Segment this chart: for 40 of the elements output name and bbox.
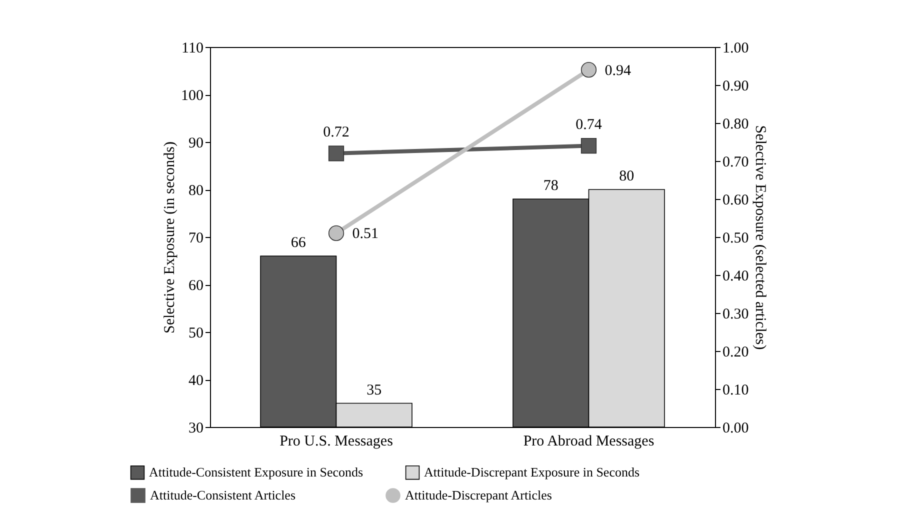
point bbox=[328, 146, 344, 162]
y2-tick-label: 0.50 bbox=[722, 230, 749, 246]
legend-label: Attitude-Discrepant Exposure in Seconds bbox=[424, 464, 640, 480]
y-tick-label: 80 bbox=[188, 183, 204, 199]
y2-tick-label: 0.00 bbox=[722, 420, 749, 436]
y-tick-label: 50 bbox=[188, 326, 204, 342]
y2-tick-label: 0.60 bbox=[722, 192, 749, 208]
data-label: 78 bbox=[543, 178, 558, 194]
data-label: 0.94 bbox=[604, 62, 632, 79]
y-tick-label: 60 bbox=[188, 278, 204, 294]
y2-tick-label: 0.80 bbox=[722, 116, 749, 132]
y-tick-label: 70 bbox=[188, 230, 204, 246]
y2-tick-label: 0.10 bbox=[722, 382, 749, 398]
y-tick-label: 40 bbox=[188, 373, 204, 389]
y2-tick-label: 1.00 bbox=[722, 40, 749, 56]
y-tick-label: 90 bbox=[188, 136, 204, 152]
data-label: 0.74 bbox=[576, 116, 602, 133]
y-tick-label: 30 bbox=[188, 420, 204, 436]
y-tick-label: 110 bbox=[182, 40, 204, 56]
x-tick-label: Pro U.S. Messages bbox=[280, 434, 394, 450]
data-label: 66 bbox=[290, 235, 306, 251]
data-label: 0.72 bbox=[323, 124, 350, 140]
y-tick-label: 100 bbox=[181, 88, 204, 104]
point bbox=[580, 62, 597, 78]
data-label: 80 bbox=[619, 168, 634, 184]
legend-label: Attitude-Consistent Articles bbox=[150, 487, 296, 502]
y2-tick-label: 0.20 bbox=[722, 344, 749, 360]
y2-tick-label: 0.30 bbox=[722, 306, 749, 322]
y2-tick-label: 0.70 bbox=[722, 154, 749, 170]
data-label: 35 bbox=[366, 382, 382, 398]
y2-tick-label: 0.90 bbox=[722, 78, 749, 94]
y2-axis-title: Selective Exposure (selected articles) bbox=[752, 125, 768, 350]
x-tick-label: Pro Abroad Messages bbox=[523, 434, 654, 450]
point bbox=[328, 225, 344, 241]
data-label: 0.51 bbox=[352, 226, 378, 242]
point bbox=[580, 138, 597, 154]
legend-label: Attitude-Discrepant Articles bbox=[405, 487, 552, 502]
legend-label: Attitude-Consistent Exposure in Seconds bbox=[149, 464, 364, 480]
y-axis-title: Selective Exposure (in seconds) bbox=[162, 141, 178, 334]
y2-tick-label: 0.40 bbox=[722, 268, 749, 284]
